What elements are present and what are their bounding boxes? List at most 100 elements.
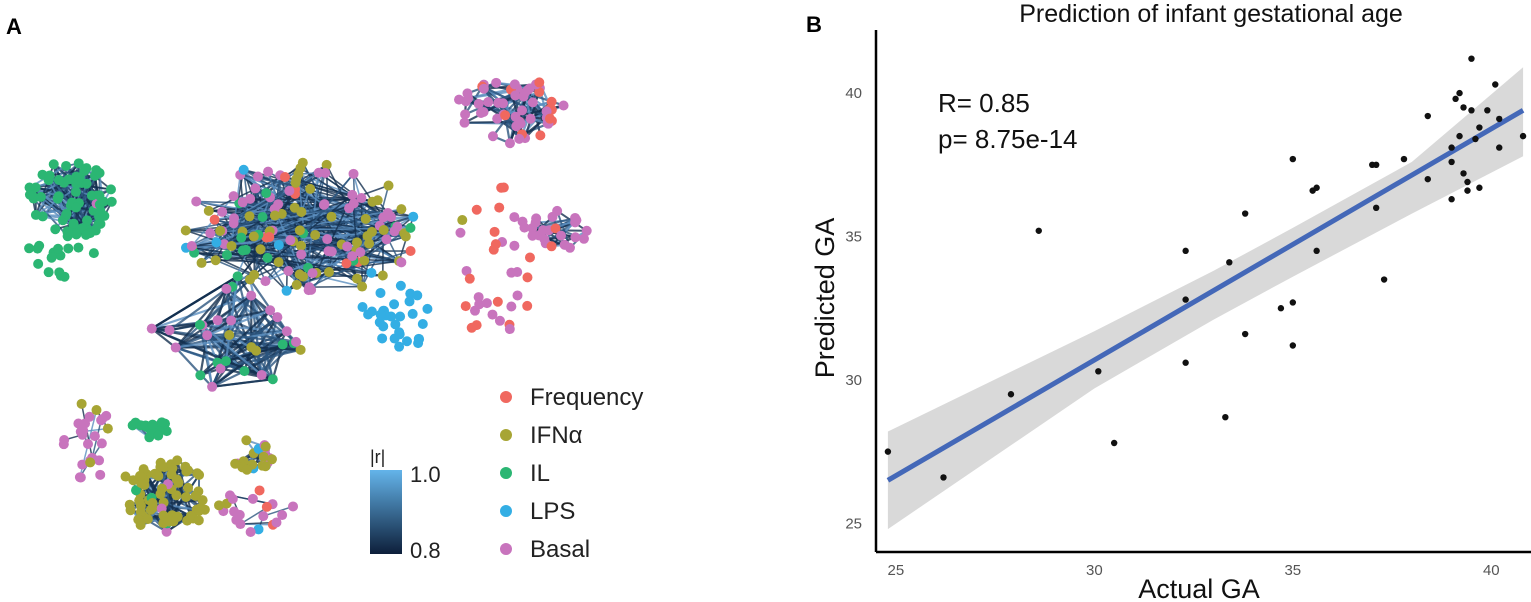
network-node	[313, 167, 324, 178]
network-node	[170, 342, 181, 353]
network-node	[296, 249, 307, 260]
network-node	[455, 227, 466, 238]
network-node	[493, 97, 504, 108]
network-node	[525, 113, 536, 124]
data-point	[1095, 368, 1102, 375]
network-node	[95, 469, 106, 480]
network-node	[284, 185, 295, 196]
network-node	[356, 193, 367, 204]
network-node	[277, 339, 288, 350]
network-edge	[535, 219, 577, 224]
network-node	[58, 439, 69, 450]
network-node	[305, 183, 316, 194]
network-node	[422, 303, 433, 314]
data-point	[1484, 107, 1491, 114]
network-node	[558, 100, 569, 111]
network-node	[570, 212, 581, 223]
network-node	[319, 199, 330, 210]
network-node	[401, 336, 412, 347]
network-node	[181, 491, 192, 502]
network-node	[261, 188, 272, 199]
network-node	[394, 329, 405, 340]
y-tick-label: 30	[845, 372, 862, 389]
network-node	[237, 197, 248, 208]
network-node	[91, 405, 102, 416]
data-point	[1424, 175, 1431, 183]
network-node	[355, 247, 366, 258]
legend-label: IL	[530, 460, 550, 487]
network-edge	[216, 288, 228, 321]
network-node	[245, 526, 256, 537]
network-node	[262, 252, 273, 263]
regression-line	[886, 108, 1525, 483]
network-node	[273, 257, 284, 268]
network-node	[241, 464, 252, 475]
network-node	[342, 241, 353, 252]
network-node	[190, 490, 201, 501]
network-node	[24, 182, 35, 193]
network-node	[514, 133, 525, 144]
network-node	[414, 334, 425, 345]
network-node	[77, 459, 88, 470]
network-node	[142, 514, 153, 525]
network-node	[81, 163, 92, 174]
network-node	[88, 248, 99, 259]
network-node	[279, 172, 290, 183]
network-node	[94, 168, 105, 179]
network-node	[351, 237, 362, 248]
gestational-age-scatter: Prediction of infant gestational age 25 3…	[810, 0, 1531, 602]
network-edge	[225, 288, 233, 321]
data-point	[940, 474, 947, 481]
network-node	[281, 326, 292, 337]
network-edge	[211, 378, 273, 388]
network-node	[570, 232, 581, 243]
network-node	[417, 319, 428, 330]
network-node	[61, 208, 72, 219]
legend-swatch	[500, 505, 512, 517]
colorbar-title: |r|	[370, 447, 385, 467]
data-point	[1476, 184, 1483, 191]
network-node	[394, 341, 405, 352]
network-node	[48, 159, 59, 170]
network-node	[209, 214, 220, 225]
data-point	[1424, 112, 1431, 120]
network-node	[405, 245, 416, 256]
network-node	[281, 285, 292, 296]
data-point	[1241, 330, 1249, 338]
network-node	[54, 267, 65, 278]
network-node	[153, 430, 164, 441]
network-edge	[199, 323, 287, 333]
network-node	[221, 283, 232, 294]
network-edge	[199, 309, 271, 377]
network-node	[247, 493, 258, 504]
network-node	[321, 159, 332, 170]
network-node	[210, 255, 221, 266]
y-tick-label: 25	[845, 515, 862, 532]
network-node	[297, 157, 308, 168]
network-node	[296, 206, 307, 217]
network-node	[237, 245, 248, 256]
network-node	[404, 296, 415, 307]
network-node	[483, 97, 494, 108]
y-axis-label: Predicted GA	[810, 218, 840, 379]
data-point	[1456, 132, 1463, 140]
network-node	[487, 309, 498, 320]
data-point	[1400, 155, 1408, 163]
network-node	[500, 110, 511, 121]
network-node	[43, 267, 54, 278]
network-node	[245, 274, 256, 285]
network-node	[288, 501, 299, 512]
network-node	[255, 244, 266, 255]
network-node	[348, 198, 359, 209]
network-node	[24, 189, 35, 200]
network-node	[93, 219, 104, 230]
network-node	[512, 290, 523, 301]
network-node	[375, 287, 386, 298]
network-node	[494, 315, 505, 326]
network-node	[285, 235, 296, 246]
network-edge	[211, 370, 245, 388]
network-node	[546, 241, 557, 252]
network-node	[322, 234, 333, 245]
network-node	[191, 196, 202, 207]
data-point	[1289, 155, 1297, 163]
